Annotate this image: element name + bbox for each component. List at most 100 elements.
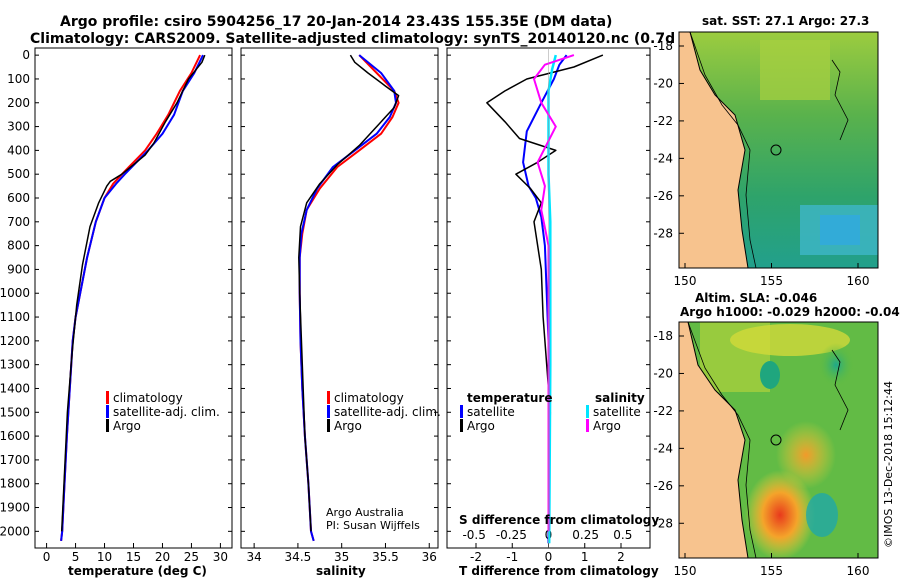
- legend-s-argo-swatch: [586, 419, 589, 432]
- depth-tick-label: 200: [7, 96, 30, 110]
- temperature-tick-label: 25: [184, 550, 199, 564]
- series-satellite-adj-clim-: [298, 54, 397, 542]
- depth-tick-label: 1700: [0, 453, 30, 467]
- series-climatology: [60, 54, 201, 542]
- temperature-tick-label: 5: [72, 550, 80, 564]
- legend-argo-swatch: [106, 419, 109, 432]
- salinity-tick-label: 34: [246, 550, 261, 564]
- depth-tick-label: 1800: [0, 477, 30, 491]
- map-lat-label: -18: [653, 329, 673, 343]
- credit-pi: PI: Susan Wijffels: [326, 519, 420, 532]
- t-difference-tick-label: 1: [581, 550, 589, 564]
- salinity-panel-frame: [240, 47, 439, 549]
- map2-ridge-contour: [831, 349, 849, 431]
- map2-title-1: Altim. SLA: -0.046: [695, 291, 817, 305]
- temperature-xlabel: temperature (deg C): [68, 564, 207, 578]
- map2-title-2: Argo h1000: -0.029 h2000: -0.042: [680, 305, 900, 319]
- salinity-tick-label: 34.5: [285, 550, 312, 564]
- temperature-tick-label: 10: [97, 550, 112, 564]
- map2-frame: [678, 321, 879, 559]
- map1-shelf-contour: [689, 31, 757, 269]
- map2-sla: -18 -20 -22 -24 -26 -28 150 155 160: [653, 321, 879, 578]
- t-difference-tick-label: 2: [617, 550, 625, 564]
- depth-tick-label: 1900: [0, 501, 30, 515]
- depth-tick-label: 100: [7, 72, 30, 86]
- s-difference-tick-label: -0.5: [462, 528, 485, 542]
- map1-cool-core: [820, 215, 860, 245]
- temperature-series: [60, 54, 206, 542]
- depth-axis: 0 100 200 300 400 500 600 700 800 900 1000 1100 1200…: [0, 48, 650, 538]
- map-lat-label: -24: [653, 151, 673, 165]
- map2-shelf-contour: [687, 321, 757, 559]
- depth-tick-label: 300: [7, 120, 30, 134]
- s-difference-label: S difference from climatology: [459, 513, 659, 527]
- depth-tick-label: 1300: [0, 358, 30, 372]
- depth-tick-label: 800: [7, 239, 30, 253]
- map-lon-label: 160: [847, 564, 870, 578]
- map1-axes: -18 -20 -22 -24 -26 -28 150 155 160: [653, 39, 869, 288]
- salinity-tick-label: 35.5: [372, 550, 399, 564]
- salinity-tick-label: 35: [334, 550, 349, 564]
- depth-tick-label: 1600: [0, 429, 30, 443]
- depth-tick-label: 1500: [0, 405, 30, 419]
- legend-t-satellite-swatch: [460, 405, 463, 418]
- series-climatology: [298, 54, 400, 542]
- map-lat-label: -22: [653, 404, 673, 418]
- series-argo: [298, 54, 400, 532]
- series-salinity-argo: [533, 54, 575, 532]
- depth-tick-label: 600: [7, 191, 30, 205]
- map2-argo-position: [770, 434, 782, 446]
- t-difference-tick-label: 0: [545, 550, 553, 564]
- map-lon-label: 155: [760, 274, 783, 288]
- depth-tick-label: 0: [22, 48, 30, 62]
- s-difference-tick-label: -0.25: [496, 528, 527, 542]
- t-difference-tick-label: -2: [470, 550, 482, 564]
- legend-s-argo: Argo: [593, 419, 621, 433]
- map1-ridge-contour: [831, 59, 849, 141]
- map2-eddy-2: [818, 343, 854, 387]
- legend-argo-swatch: [327, 419, 330, 432]
- map-lat-label: -26: [653, 189, 673, 203]
- depth-tick-label: 900: [7, 262, 30, 276]
- temperature-tick-label: 0: [43, 550, 51, 564]
- map-lat-label: -26: [653, 479, 673, 493]
- legend-satellite-swatch: [106, 405, 109, 418]
- credit-argo-australia: Argo Australia: [326, 506, 404, 519]
- map2-warm-eddy-2: [745, 470, 815, 560]
- difference-legend: temperature salinity satellite Argo sate…: [460, 391, 645, 433]
- legend-climatology-swatch: [106, 391, 109, 404]
- legend-climatology-swatch: [327, 391, 330, 404]
- legend-temperature-heading: temperature: [467, 391, 552, 405]
- map-lat-label: -20: [653, 76, 673, 90]
- series-temperature-argo: [486, 54, 604, 532]
- temperature-x-axis: 0 5 10 15 20 25 30: [43, 543, 228, 564]
- difference-xlabel: T difference from climatology: [459, 564, 659, 578]
- depth-tick-label: 2000: [0, 524, 30, 538]
- difference-x-axis: -2 -1 0 1 2-0.5 -0.25 0 0.25 0.5: [462, 528, 632, 564]
- s-difference-tick-label: 0.25: [572, 528, 599, 542]
- series-temperature-satellite: [522, 54, 568, 544]
- legend-t-argo: Argo: [467, 419, 495, 433]
- map-lat-label: -20: [653, 366, 673, 380]
- salinity-tick-label: 36: [422, 550, 437, 564]
- legend-argo: Argo: [334, 419, 362, 433]
- map-lon-label: 150: [674, 564, 697, 578]
- t-difference-tick-label: -1: [506, 550, 518, 564]
- map-lat-label: -28: [653, 226, 673, 240]
- map2-warm-eddy-1: [776, 421, 836, 489]
- title-line-1: Argo profile: csiro 5904256_17 20-Jan-20…: [60, 14, 612, 30]
- legend-t-argo-swatch: [460, 419, 463, 432]
- legend-climatology: climatology: [113, 391, 183, 405]
- temperature-legend: climatology satellite-adj. clim. Argo: [106, 391, 220, 433]
- map-lat-label: -24: [653, 441, 673, 455]
- salinity-x-axis: 34 34.5 35 35.5 36: [246, 543, 437, 564]
- temperature-tick-label: 30: [213, 550, 228, 564]
- temperature-tick-label: 15: [126, 550, 141, 564]
- s-difference-tick-label: 0.5: [613, 528, 632, 542]
- legend-satellite-swatch: [327, 405, 330, 418]
- salinity-series: [298, 54, 400, 542]
- depth-tick-label: 1000: [0, 286, 30, 300]
- depth-tick-label: 700: [7, 215, 30, 229]
- map-lon-label: 150: [674, 274, 697, 288]
